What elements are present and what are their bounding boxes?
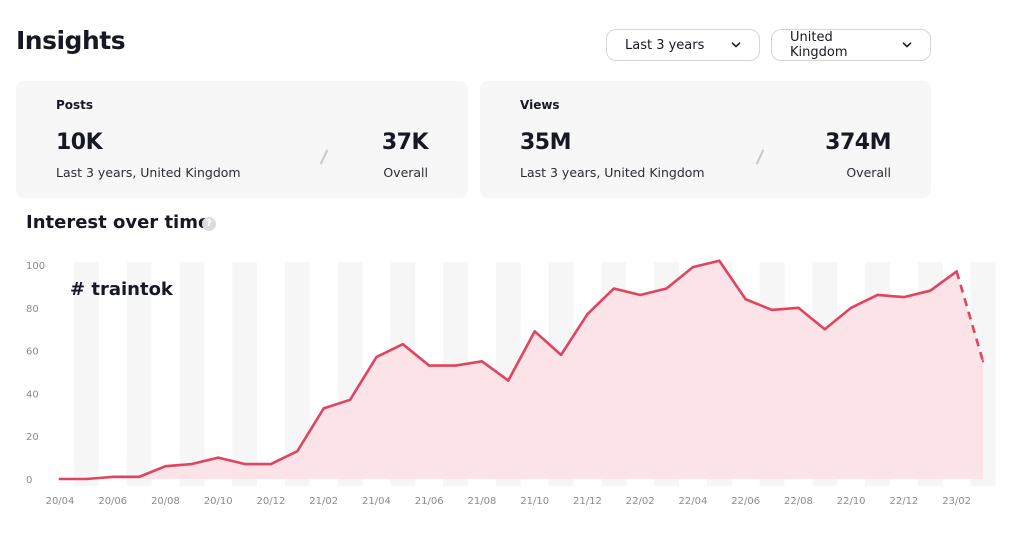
page-title: Insights xyxy=(16,26,126,55)
interest-over-time-chart: 0 20 40 60 80 100 20/04 20/06 20/08 20/10 20/12 21/… xyxy=(26,259,997,507)
data-point xyxy=(612,287,615,290)
period-select-label: Last 3 years xyxy=(625,37,705,53)
data-point xyxy=(269,462,273,466)
period-select[interactable]: Last 3 years xyxy=(606,29,760,61)
grid-band xyxy=(178,262,206,486)
x-tick-label: 22/10 xyxy=(837,496,866,507)
views-period-value: 35M xyxy=(520,130,572,155)
y-tick-label: 60 xyxy=(26,347,39,358)
posts-period-value: 10K xyxy=(56,130,103,155)
x-tick-label: 22/12 xyxy=(889,496,918,507)
data-point xyxy=(428,364,431,367)
data-point xyxy=(243,462,246,466)
region-select-label: United Kingdom xyxy=(790,30,848,60)
divider-slash xyxy=(319,149,329,165)
data-point xyxy=(111,475,114,479)
x-tick-label: 21/06 xyxy=(415,496,444,507)
x-tick-label: 21/02 xyxy=(309,496,338,507)
x-tick-label: 20/06 xyxy=(98,496,127,507)
data-point xyxy=(296,449,299,453)
data-point xyxy=(217,456,220,459)
data-point xyxy=(849,306,853,309)
y-tick-label: 100 xyxy=(26,261,45,272)
views-overall-label: Overall xyxy=(846,165,891,180)
data-point xyxy=(58,477,62,481)
data-point xyxy=(981,360,985,363)
data-point xyxy=(638,293,642,297)
data-point xyxy=(190,462,194,466)
data-point xyxy=(348,398,352,402)
views-card-title: Views xyxy=(520,98,560,112)
series-area xyxy=(60,260,983,479)
data-point xyxy=(533,330,536,333)
x-tick-label: 21/04 xyxy=(362,496,391,507)
x-tick-label: 21/12 xyxy=(573,496,602,507)
data-point xyxy=(797,306,800,309)
hashtag-label: # traintok xyxy=(70,279,174,300)
data-point xyxy=(375,355,378,359)
grid-band xyxy=(231,262,258,486)
chevron-down-icon xyxy=(902,40,912,50)
x-tick-label: 21/10 xyxy=(520,496,549,507)
views-overall-value: 374M xyxy=(825,130,891,155)
data-point xyxy=(770,308,774,312)
x-tick-label: 22/02 xyxy=(626,496,655,507)
x-tick-label: 20/12 xyxy=(257,496,286,507)
chevron-down-icon xyxy=(731,40,741,50)
data-point xyxy=(586,313,589,316)
x-tick-label: 21/08 xyxy=(468,496,497,507)
posts-card: Posts 10K Last 3 years, United Kingdom 3… xyxy=(16,81,468,198)
y-tick-label: 20 xyxy=(26,432,39,443)
posts-card-title: Posts xyxy=(56,98,94,112)
grid-band xyxy=(73,262,100,486)
posts-overall-label: Overall xyxy=(383,165,428,180)
data-point xyxy=(559,353,563,357)
x-tick-label: 22/04 xyxy=(679,496,708,507)
data-point xyxy=(718,259,721,262)
x-tick-label: 20/08 xyxy=(151,496,180,507)
data-point xyxy=(507,379,510,382)
x-tick-label: 22/06 xyxy=(731,496,760,507)
data-point xyxy=(480,360,484,363)
y-tick-label: 80 xyxy=(26,304,39,315)
posts-period-label: Last 3 years, United Kingdom xyxy=(56,165,241,180)
y-tick-label: 0 xyxy=(26,475,32,486)
views-period-label: Last 3 years, United Kingdom xyxy=(520,165,705,180)
grid-band xyxy=(125,262,153,486)
posts-overall-value: 37K xyxy=(381,130,429,155)
data-point xyxy=(691,265,695,269)
divider-slash xyxy=(755,149,765,165)
series-line-projection xyxy=(955,271,985,362)
data-point xyxy=(876,293,879,297)
help-icon[interactable]: ? xyxy=(202,217,216,231)
views-card: Views 35M Last 3 years, United Kingdom 3… xyxy=(480,81,931,198)
data-point xyxy=(137,475,141,479)
data-point xyxy=(322,407,325,410)
data-point xyxy=(401,342,405,346)
data-point xyxy=(902,295,906,299)
data-point xyxy=(929,289,932,292)
interest-over-time-title: Interest over time xyxy=(26,212,211,233)
data-point xyxy=(164,464,167,468)
y-tick-label: 40 xyxy=(26,389,39,400)
x-tick-label: 20/10 xyxy=(204,496,233,507)
x-tick-label: 22/08 xyxy=(784,496,813,507)
data-point xyxy=(665,287,668,290)
region-select[interactable]: United Kingdom xyxy=(771,29,931,61)
x-tick-label: 23/02 xyxy=(942,496,971,507)
data-point xyxy=(85,477,88,481)
data-point xyxy=(955,270,958,273)
data-point xyxy=(823,328,826,331)
data-point xyxy=(454,364,457,367)
x-tick-label: 20/04 xyxy=(46,496,75,507)
data-point xyxy=(744,298,747,301)
